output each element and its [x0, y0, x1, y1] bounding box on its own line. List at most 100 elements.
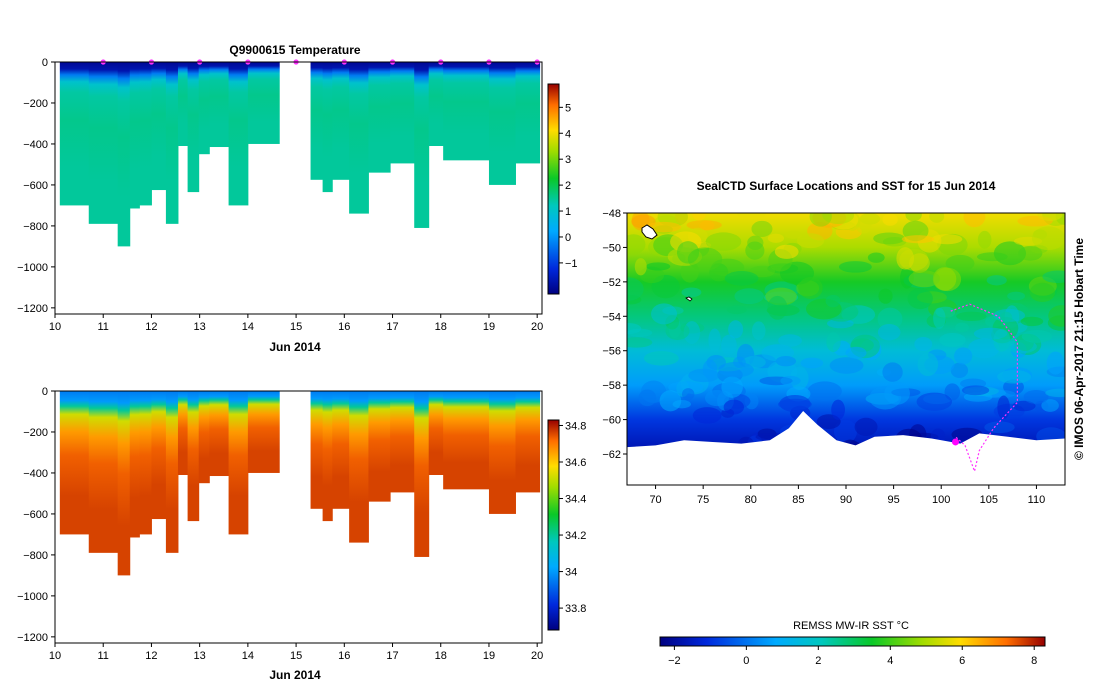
salinity-plot-frame: [54, 390, 543, 644]
sst-patch: [784, 230, 803, 239]
sst-patch: [692, 213, 707, 221]
profile-cell: [88, 62, 119, 224]
lon-tick-label: 70: [649, 494, 661, 506]
colorbar-tick-label: 34.6: [565, 457, 586, 469]
sst-map-panel: SealCTD Surface Locations and SST for 15…: [602, 179, 1086, 667]
sst-patch: [1048, 305, 1065, 327]
x-tick-label: 16: [338, 650, 350, 662]
colorbar-tick-label: 33.8: [565, 603, 586, 615]
sst-patch: [704, 389, 729, 407]
profile-cell: [139, 391, 152, 535]
y-tick-label: 0: [42, 386, 48, 398]
sst-patch: [950, 362, 969, 378]
sst-patch: [778, 398, 812, 410]
profile-cell: [310, 391, 324, 509]
seal-current-location: [952, 438, 959, 446]
temperature-colorbar-ticks: −1 0 1 2 3 4 5: [559, 102, 578, 270]
sst-colorbar-tick-label: −2: [668, 655, 681, 667]
salinity-colorbar-ticks: 33.8 34 34.2 34.4 34.6 34.8: [559, 420, 586, 615]
sst-patch: [651, 303, 678, 325]
lon-tick-label: 105: [980, 494, 998, 506]
profile-cell: [428, 62, 444, 146]
x-tick-label: 14: [242, 321, 254, 333]
sst-patch: [867, 252, 885, 263]
profile-cell: [414, 62, 430, 228]
sst-patch: [825, 294, 841, 308]
sst-patch: [929, 213, 945, 223]
y-tick-label: −600: [23, 509, 48, 521]
sst-patch: [778, 334, 802, 347]
sst-patch: [1046, 351, 1065, 375]
sea-ice-mask: [627, 410, 1065, 485]
profile-cell: [310, 62, 324, 180]
profile-cell: [390, 391, 415, 493]
x-tick-label: 15: [290, 650, 302, 662]
sst-patch: [774, 244, 799, 259]
kerguelen-island-icon: [641, 224, 693, 302]
sst-patch: [728, 320, 744, 339]
temperature-colorbar: [547, 83, 560, 295]
sst-patch: [798, 276, 823, 300]
sst-patch: [1029, 282, 1056, 303]
profile-cell: [322, 62, 333, 193]
profile-cell: [187, 391, 200, 522]
sst-patch: [634, 258, 647, 276]
y-tick-label: −800: [23, 221, 48, 233]
profile-cell: [428, 391, 444, 475]
sst-patch: [767, 295, 788, 320]
profile-cell: [349, 391, 369, 543]
sst-patch: [826, 318, 854, 329]
profile-cell: [129, 62, 140, 209]
sst-patch: [627, 234, 646, 255]
profile-cell: [177, 62, 189, 146]
sst-patch: [775, 355, 797, 367]
sst-patch: [826, 332, 841, 352]
y-tick-label: −400: [23, 139, 48, 151]
seal-track: [950, 303, 1018, 474]
profile-cell: [228, 391, 249, 535]
profile-cell: [187, 62, 200, 193]
profile-cell: [368, 391, 391, 502]
profile-cell: [151, 391, 167, 520]
sst-patch: [961, 385, 990, 396]
profile-cell: [129, 391, 140, 538]
x-tick-label: 19: [483, 650, 495, 662]
sst-texture: [627, 213, 1065, 463]
sst-patch: [884, 381, 910, 405]
y-tick-label: −1200: [17, 632, 48, 644]
y-tick-label: −400: [23, 468, 48, 480]
sst-patch: [807, 381, 842, 401]
sst-patch: [745, 241, 765, 260]
lon-tick-label: 90: [840, 494, 852, 506]
x-tick-label: 16: [338, 321, 350, 333]
sst-patch: [882, 362, 903, 382]
sst-colorbar-tick-label: 0: [743, 655, 749, 667]
x-tick-label: 19: [483, 321, 495, 333]
lat-tick-label: −56: [602, 346, 621, 358]
profile-cell: [349, 62, 369, 214]
imos-credit: © IMOS 06-Apr-2017 21:15 Hobart Time: [1072, 238, 1086, 460]
profile-cell: [443, 391, 490, 490]
x-tick-label: 11: [98, 650, 109, 662]
sst-patch: [1021, 329, 1053, 343]
sst-patch: [882, 213, 898, 226]
sst-colorbar-ticks: −2 0 2 4 6 8: [668, 646, 1037, 667]
y-tick-label: −200: [23, 427, 48, 439]
sst-patch: [705, 232, 742, 251]
lon-tick-label: 110: [1028, 494, 1046, 506]
x-tick-label: 14: [242, 650, 254, 662]
x-tick-label: 17: [386, 650, 398, 662]
colorbar-tick-label: 2: [565, 180, 571, 192]
sst-patch: [718, 361, 754, 378]
y-tick-label: −800: [23, 550, 48, 562]
colorbar-tick-label: 34.4: [565, 494, 586, 506]
profile-cell: [515, 391, 541, 493]
sst-patch: [838, 261, 872, 273]
map-frame: [626, 212, 1066, 486]
profile-cell: [390, 62, 415, 164]
sst-patch: [845, 346, 867, 359]
sst-patch: [800, 357, 824, 369]
y-tick-label: 0: [42, 57, 48, 69]
profile-cell: [332, 62, 350, 180]
